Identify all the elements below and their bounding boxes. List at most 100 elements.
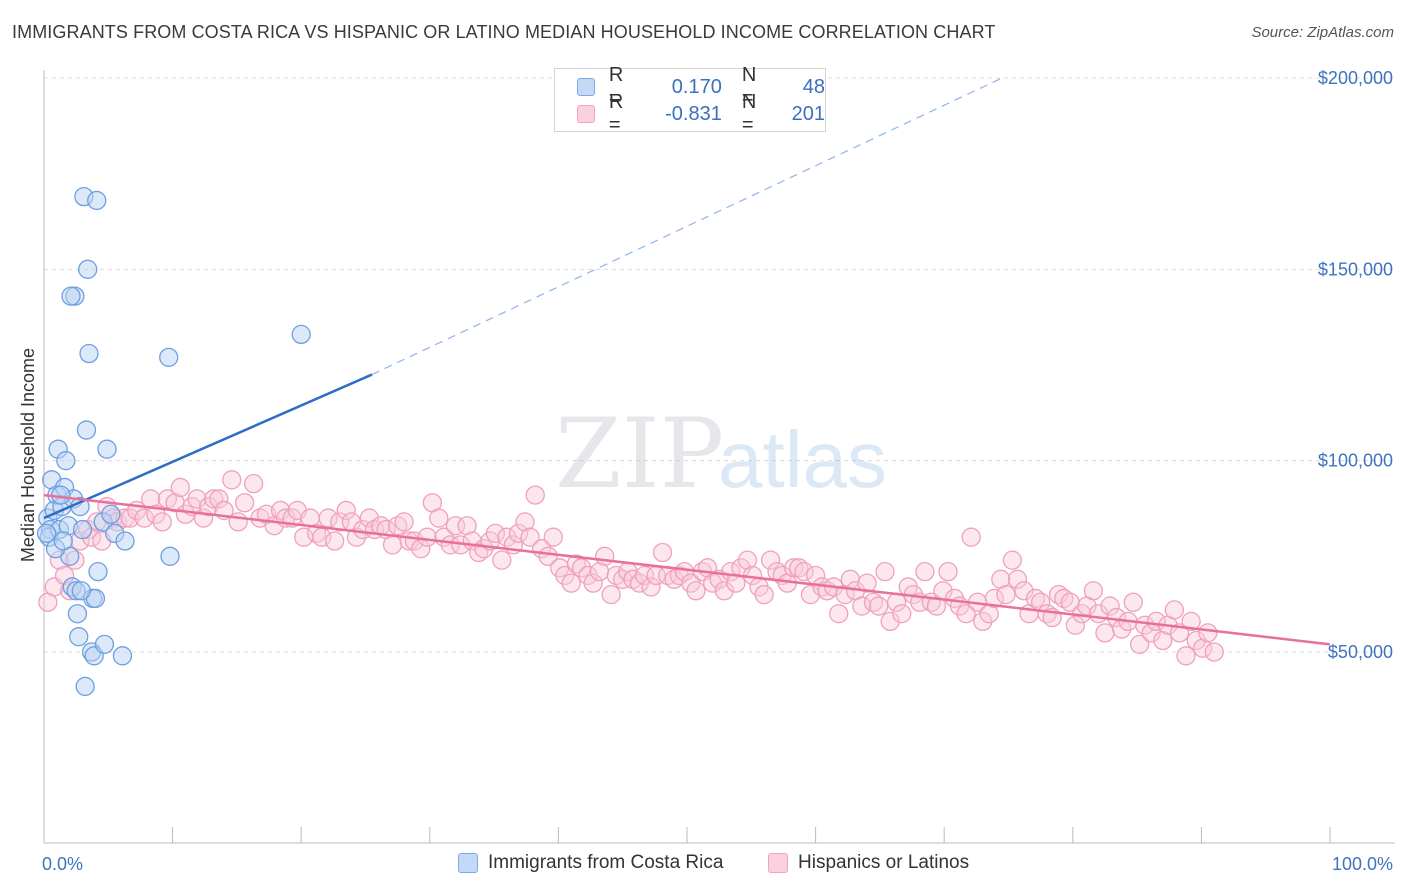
legend-swatch-hispanics [577,105,595,123]
data-point-costa-rica [69,627,89,647]
data-point-hispanics [835,584,855,605]
data-point-hispanics [784,558,804,578]
data-point-costa-rica [61,286,81,306]
data-point-hispanics [760,550,781,570]
data-point-hispanics [1198,623,1218,643]
data-point-hispanics [1095,623,1115,643]
data-point-hispanics [857,573,877,593]
data-point-hispanics [474,539,494,559]
data-point-costa-rica [94,634,115,654]
series-costa-rica-points [36,186,311,697]
data-point-hispanics [222,470,242,490]
legend-n-label: N = [741,64,757,109]
data-point-hispanics [1176,646,1196,666]
bottom-legend-hispanics: Hispanics or Latinos [768,852,969,874]
data-point-costa-rica [78,259,98,279]
data-point-hispanics [789,558,809,578]
data-point-hispanics [601,584,621,605]
tick-labels: $50,000 $100,000 $150,000 $200,000 0.0% 100.0… [42,68,1393,874]
data-point-hispanics [417,527,437,547]
data-point-costa-rica [71,581,91,601]
bottom-legend-swatch-costa-rica [458,853,478,873]
data-point-hispanics [561,573,581,593]
data-point-hispanics [880,611,900,632]
data-point-hispanics [595,546,615,566]
data-point-hispanics [829,604,849,624]
axes [43,70,1395,844]
data-point-hispanics [469,542,489,563]
data-point-hispanics [170,477,190,498]
y-tick-label: $100,000 [1318,451,1393,471]
data-point-hispanics [515,512,535,532]
data-point-hispanics [1204,642,1224,662]
data-point-hispanics [1100,596,1120,616]
data-point-hispanics [152,512,172,532]
bottom-legend-costa-rica: Immigrants from Costa Rica [458,852,723,874]
data-point-costa-rica [76,420,97,440]
data-point-hispanics [1164,600,1185,620]
data-point-hispanics [726,573,746,593]
data-point-hispanics [1007,569,1028,589]
data-point-hispanics [1123,592,1143,612]
data-point-hispanics [336,500,356,521]
data-point-hispanics [875,561,895,582]
data-point-costa-rica [112,646,133,666]
data-point-hispanics [382,535,403,555]
bottom-legend-swatch-hispanics [768,853,788,873]
data-point-costa-rica [67,604,88,624]
data-point-hispanics [915,561,935,582]
data-point-costa-rica [291,324,311,345]
legend-swatch-costa-rica [577,78,595,96]
trend-lines [43,77,1331,646]
grid-lines [44,77,1395,653]
data-point-costa-rica [36,523,57,544]
data-point-hispanics [1181,611,1201,632]
data-point-hispanics [497,527,517,547]
data-point-hispanics [209,489,229,509]
trend-line-costa-rica [43,373,373,520]
data-point-hispanics [991,569,1011,589]
data-point-hispanics [852,596,872,616]
legend-r-value: 0.170 [671,75,722,98]
data-point-costa-rica [88,561,108,582]
data-point-costa-rica [115,531,135,551]
data-point-hispanics [996,584,1016,605]
data-point-hispanics [440,535,461,555]
data-point-hispanics [324,531,345,551]
data-point-hispanics [973,611,993,632]
legend-r-value: -0.831 [665,102,722,125]
data-point-hispanics [583,573,603,593]
data-point-hispanics [641,577,661,597]
data-point-hispanics [686,581,706,601]
legend-n-value: 201 [791,102,825,125]
data-point-hispanics [961,527,981,547]
watermark-atlas: atlas [718,415,887,504]
data-point-hispanics [938,561,958,582]
data-point-hispanics [525,485,545,505]
x-tick-label: 0.0% [42,854,83,874]
data-point-hispanics [956,604,976,624]
y-tick-label: $150,000 [1318,259,1393,279]
source-label: Source: ZipAtlas.com [1251,24,1394,41]
data-point-hispanics [228,512,248,532]
data-point-hispanics [754,584,774,605]
data-point-hispanics [652,542,673,563]
data-point-hispanics [1135,615,1155,635]
legend-n-label: N = [741,91,757,136]
data-point-hispanics [243,473,264,494]
data-point-costa-rica [56,451,76,471]
data-point-costa-rica [87,190,107,211]
data-point-hispanics [737,550,758,570]
data-point-hispanics [508,523,529,544]
trend-line-costa-rica-extension [371,77,1003,376]
bottom-legend-label: Immigrants from Costa Rica [488,852,724,873]
data-point-hispanics [457,516,477,536]
data-point-costa-rica [75,676,95,697]
data-point-costa-rica [101,504,121,524]
data-point-hispanics [256,504,277,524]
x-tick-label: 100.0% [1332,854,1393,874]
y-axis-title: Median Household Income [18,348,38,562]
data-point-hispanics [794,561,814,582]
data-point-hispanics [571,558,592,578]
data-point-hispanics [1130,634,1150,654]
